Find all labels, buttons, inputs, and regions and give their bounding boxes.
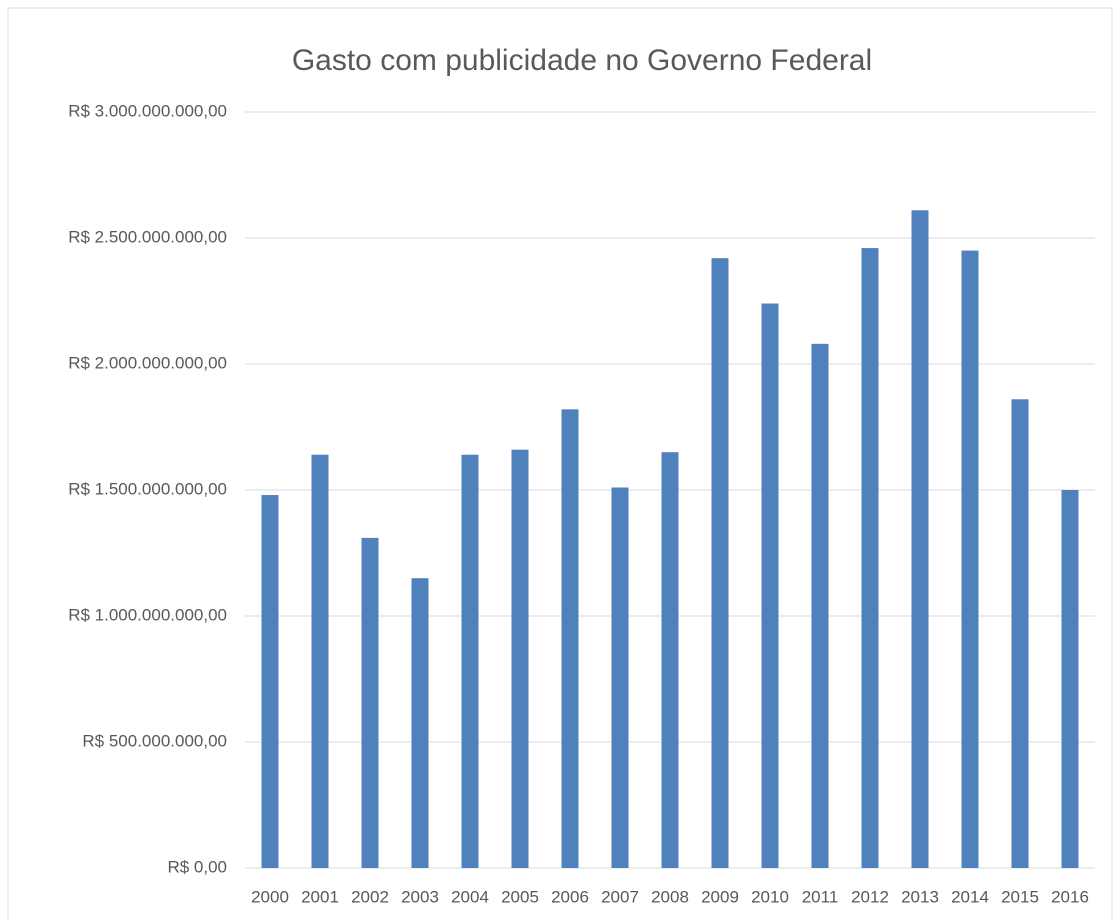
chart-title: Gasto com publicidade no Governo Federal [292, 44, 872, 77]
chart-border [7, 7, 1113, 921]
bar [961, 250, 979, 869]
bar [561, 409, 579, 868]
x-tick-label: 2010 [751, 887, 789, 906]
bar [811, 343, 829, 869]
y-tick-label: R$ 500.000.000,00 [82, 731, 227, 750]
x-tick-label: 2014 [951, 887, 989, 906]
bar [511, 449, 529, 868]
bar [311, 454, 329, 868]
x-tick-label: 2007 [601, 887, 639, 906]
x-tick-label: 2003 [401, 887, 439, 906]
y-tick-label: R$ 1.500.000.000,00 [68, 479, 227, 498]
bar [661, 452, 679, 868]
y-tick-label: R$ 2.000.000.000,00 [68, 353, 227, 372]
x-tick-label: 2005 [501, 887, 539, 906]
x-tick-label: 2009 [701, 887, 739, 906]
x-tick-label: 2006 [551, 887, 589, 906]
bar [761, 303, 779, 868]
x-tick-label: 2011 [802, 887, 839, 906]
x-tick-label: 2004 [451, 887, 489, 906]
bar [461, 454, 479, 868]
bar [861, 248, 879, 868]
y-tick-label: R$ 1.000.000.000,00 [68, 605, 227, 624]
y-tick-label: R$ 3.000.000.000,00 [68, 101, 227, 120]
y-tick-label: R$ 0,00 [167, 857, 227, 876]
bar [411, 578, 429, 868]
bar [1061, 490, 1079, 868]
bar [711, 258, 729, 868]
x-tick-label: 2001 [301, 887, 339, 906]
bar [361, 537, 379, 868]
bar [911, 210, 929, 868]
x-tick-label: 2008 [651, 887, 689, 906]
bar [261, 495, 279, 868]
x-tick-label: 2012 [851, 887, 889, 906]
x-tick-label: 2002 [351, 887, 389, 906]
x-tick-label: 2000 [251, 887, 289, 906]
x-tick-label: 2015 [1001, 887, 1039, 906]
x-tick-label: 2016 [1051, 887, 1089, 906]
bar [611, 487, 629, 868]
x-tick-label: 2013 [901, 887, 939, 906]
y-tick-label: R$ 2.500.000.000,00 [68, 227, 227, 246]
bar [1011, 399, 1029, 868]
